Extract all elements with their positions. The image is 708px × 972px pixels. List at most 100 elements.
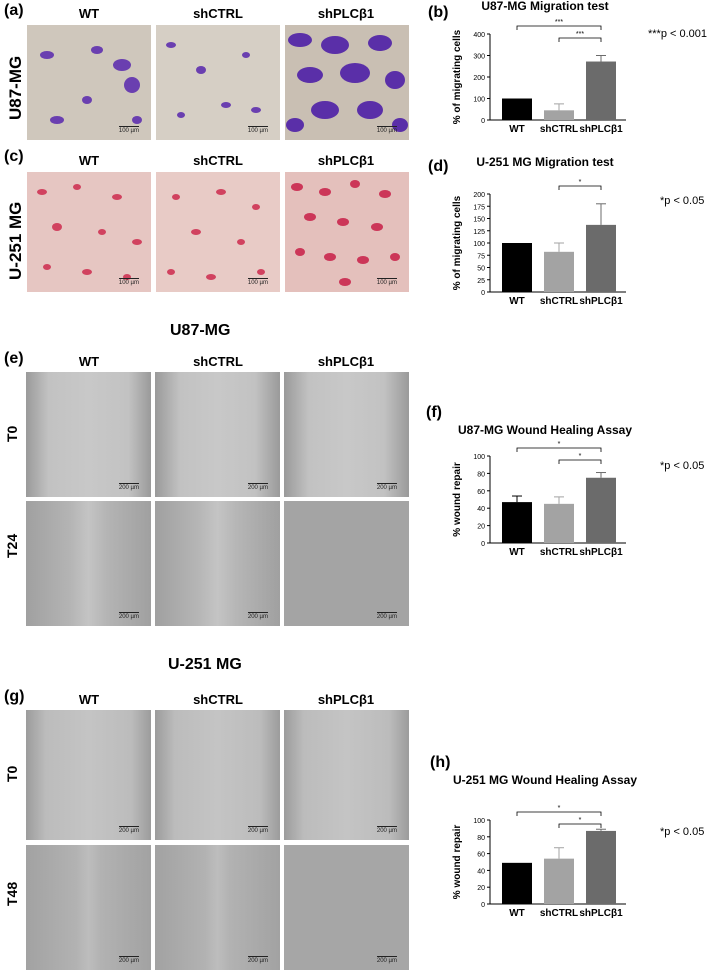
bar-shctrl bbox=[544, 503, 574, 543]
bar-wt bbox=[502, 98, 532, 120]
significance-mark: *** bbox=[576, 31, 584, 38]
micrograph-a-shplcb1: 100 µm bbox=[285, 25, 409, 140]
y-tick-label: 40 bbox=[477, 506, 485, 513]
y-tick-label: 400 bbox=[473, 32, 485, 39]
chart-title: U-251 MG Wound Healing Assay bbox=[453, 773, 637, 787]
row-label-t24: T24 bbox=[4, 533, 20, 558]
y-tick-label: 60 bbox=[477, 489, 485, 496]
micrograph-c-wt: 100 µm bbox=[27, 172, 151, 292]
section-title-u87: U87-MG bbox=[170, 322, 231, 339]
scratch-g-t48-shplcb1: 200 µm bbox=[284, 845, 409, 970]
purple-cells-sparse bbox=[40, 46, 142, 124]
bar-wt bbox=[502, 502, 532, 543]
x-tick-label: WT bbox=[509, 547, 525, 558]
y-tick-label: 100 bbox=[473, 97, 485, 104]
y-axis-label: % of migrating cells bbox=[452, 195, 463, 290]
scratch-e-t24-wt: 200 µm bbox=[26, 501, 151, 626]
significance-mark: * bbox=[558, 805, 561, 812]
col-label-shplcb1: shPLCβ1 bbox=[317, 6, 375, 21]
scratch-e-t24-shplcb1: 200 µm bbox=[284, 501, 409, 626]
scalebar: 100 µm bbox=[118, 278, 139, 286]
panel-h-label: (h) bbox=[430, 754, 451, 771]
significance-mark: * bbox=[558, 441, 561, 448]
pvalue-b: ***p < 0.001 bbox=[648, 28, 708, 40]
scratch-e-t0-wt: 200 µm bbox=[26, 372, 151, 497]
bar-shctrl bbox=[544, 858, 574, 904]
chart-d: U-251 MG Migration test % of migrating ce… bbox=[452, 155, 626, 307]
scratch-e-t24-shctrl: 200 µm bbox=[155, 501, 280, 626]
col-label-wt: WT bbox=[78, 354, 100, 369]
pvalue-h: *p < 0.05 bbox=[660, 826, 705, 838]
scratch-e-t0-shplcb1: 200 µm bbox=[284, 372, 409, 497]
col-label-shplcb1: shPLCβ1 bbox=[317, 153, 375, 168]
scalebar: 200 µm bbox=[247, 826, 268, 834]
row-label-t48: T48 bbox=[4, 881, 20, 906]
y-tick-label: 200 bbox=[473, 192, 485, 199]
row-label-u87: U87-MG bbox=[6, 55, 25, 120]
bar-shplcβ1 bbox=[586, 477, 616, 543]
y-tick-label: 125 bbox=[473, 229, 485, 236]
y-tick-label: 20 bbox=[477, 524, 485, 531]
scalebar: 200 µm bbox=[376, 483, 397, 491]
scalebar: 200 µm bbox=[118, 483, 139, 491]
chart-title: U87-MG Wound Healing Assay bbox=[458, 423, 632, 437]
panel-e-label: (e) bbox=[4, 350, 24, 367]
y-tick-label: 100 bbox=[473, 818, 485, 825]
bar-shctrl bbox=[544, 251, 574, 292]
y-tick-label: 40 bbox=[477, 868, 485, 875]
scalebar: 100 µm bbox=[118, 126, 139, 134]
row-label-t0: T0 bbox=[4, 425, 20, 442]
col-label-shctrl: shCTRL bbox=[193, 6, 243, 21]
y-tick-label: 25 bbox=[477, 278, 485, 285]
x-tick-label: WT bbox=[509, 908, 525, 919]
scalebar: 200 µm bbox=[247, 612, 268, 620]
scratch-g-t0-shctrl: 200 µm bbox=[155, 710, 280, 840]
bar-shplcβ1 bbox=[586, 830, 616, 904]
col-label-shplcb1: shPLCβ1 bbox=[317, 354, 375, 369]
pink-cells bbox=[37, 184, 142, 280]
scalebar: 200 µm bbox=[376, 826, 397, 834]
y-tick-label: 0 bbox=[481, 902, 485, 909]
col-label-wt: WT bbox=[78, 153, 100, 168]
scratch-g-t48-wt: 200 µm bbox=[26, 845, 151, 970]
panel-b-label: (b) bbox=[428, 4, 449, 21]
panel-f-label: (f) bbox=[426, 404, 442, 421]
scalebar: 100 µm bbox=[247, 126, 268, 134]
scalebar: 200 µm bbox=[247, 483, 268, 491]
significance-bracket bbox=[516, 447, 602, 452]
bar-shplcβ1 bbox=[586, 224, 616, 292]
significance-mark: *** bbox=[555, 19, 563, 26]
micrograph-a-wt: 100 µm bbox=[27, 25, 151, 140]
scratch-g-t0-shplcb1: 200 µm bbox=[284, 710, 409, 840]
panel-d-label: (d) bbox=[428, 158, 449, 175]
significance-mark: * bbox=[579, 817, 582, 824]
significance-mark: * bbox=[579, 453, 582, 460]
scalebar: 100 µm bbox=[247, 278, 268, 286]
x-tick-label: WT bbox=[509, 296, 525, 307]
significance-bracket bbox=[516, 811, 602, 816]
micrograph-a-shctrl: 100 µm bbox=[156, 25, 280, 140]
purple-cells-dense bbox=[286, 33, 408, 132]
x-tick-label: shPLCβ1 bbox=[579, 908, 623, 919]
y-tick-label: 0 bbox=[481, 290, 485, 297]
scalebar: 200 µm bbox=[247, 956, 268, 964]
scalebar: 200 µm bbox=[118, 956, 139, 964]
scratch-g-t48-shctrl: 200 µm bbox=[155, 845, 280, 970]
chart-b: U87-MG Migration test % of migrating cell… bbox=[452, 0, 626, 135]
significance-bracket bbox=[558, 459, 602, 464]
scalebar: 200 µm bbox=[118, 826, 139, 834]
y-tick-label: 100 bbox=[473, 241, 485, 248]
x-tick-label: shCTRL bbox=[540, 908, 578, 919]
pink-cells bbox=[167, 189, 265, 280]
col-label-shctrl: shCTRL bbox=[193, 692, 243, 707]
chart-f: U87-MG Wound Healing Assay % wound repair… bbox=[452, 423, 632, 558]
scalebar: 200 µm bbox=[118, 612, 139, 620]
bar-wt bbox=[502, 862, 532, 904]
y-tick-label: 80 bbox=[477, 471, 485, 478]
pvalue-d: *p < 0.05 bbox=[660, 195, 705, 207]
x-tick-label: WT bbox=[509, 124, 525, 135]
col-label-wt: WT bbox=[78, 692, 100, 707]
x-tick-label: shCTRL bbox=[540, 296, 578, 307]
pvalue-f: *p < 0.05 bbox=[660, 460, 705, 472]
y-tick-label: 0 bbox=[481, 541, 485, 548]
